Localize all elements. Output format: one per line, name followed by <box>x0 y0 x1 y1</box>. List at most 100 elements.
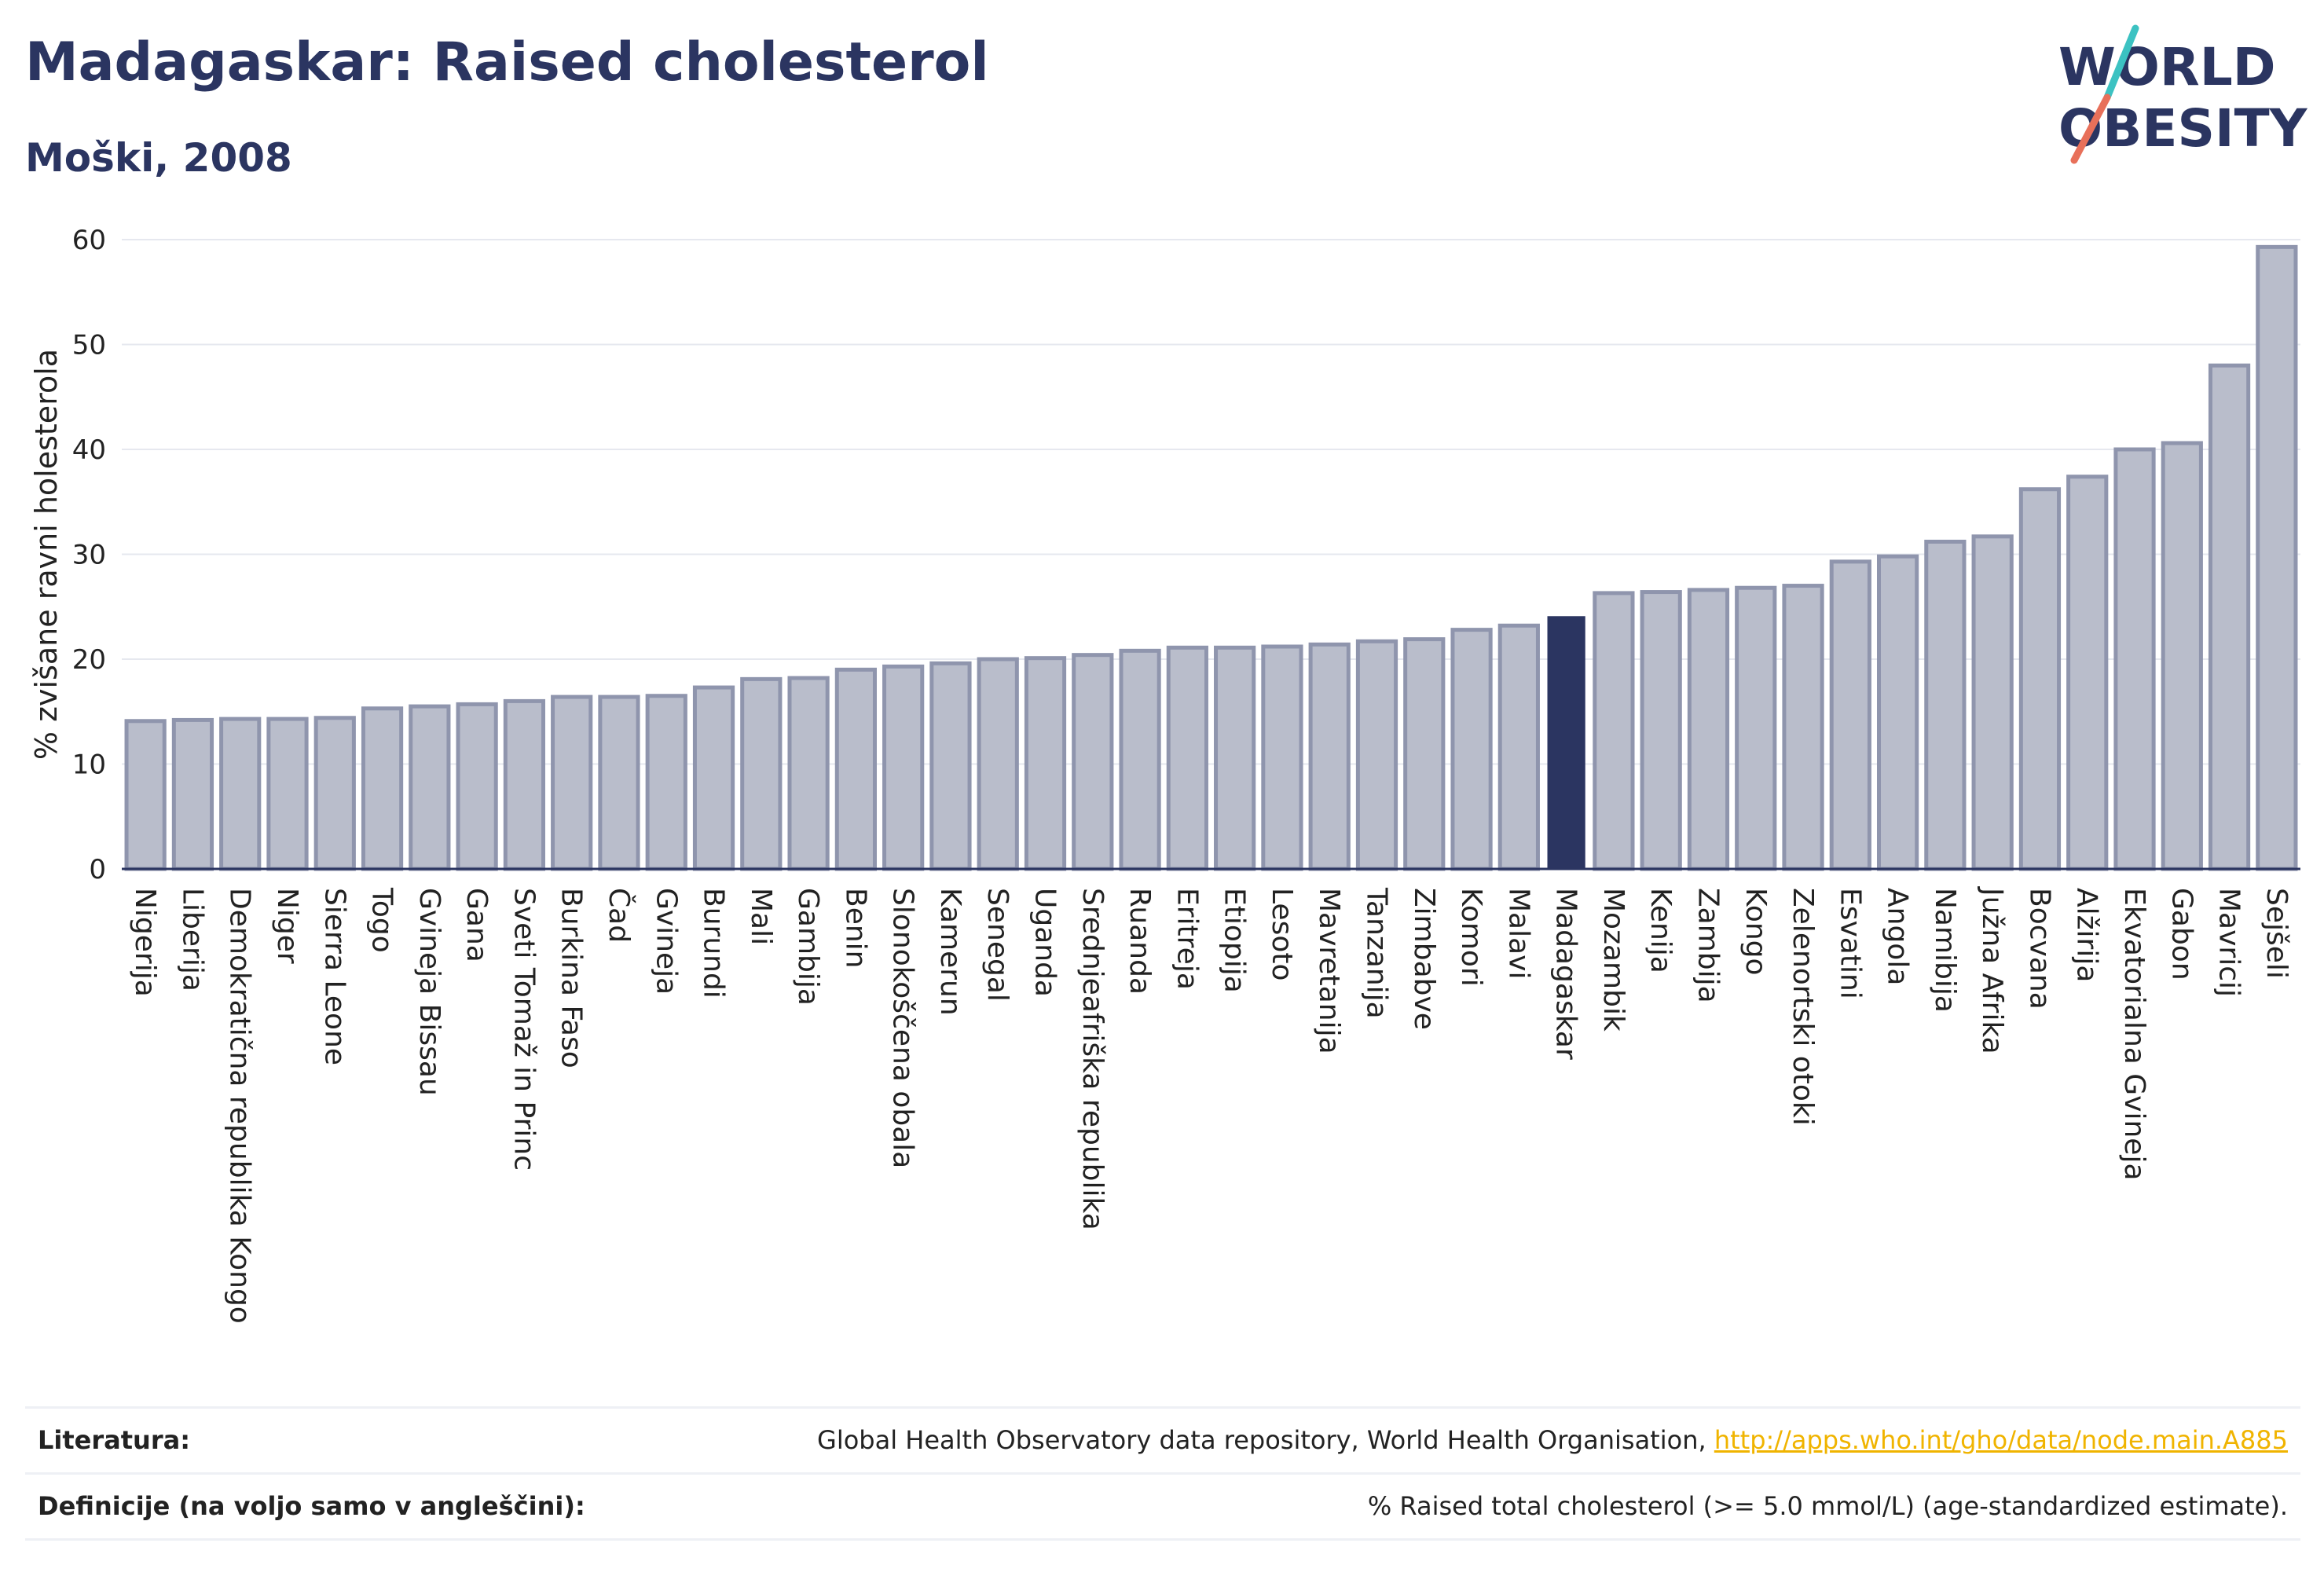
bar <box>1214 645 1256 871</box>
source-value: Global Health Observatory data repositor… <box>817 1425 2300 1455</box>
logo-slash-coral <box>2070 93 2111 164</box>
x-tick-label: Etiopija <box>1219 888 1251 993</box>
definition-text: % Raised total cholesterol (>= 5.0 mmol/… <box>1367 1491 2288 1521</box>
x-tick-label: Zambija <box>1692 888 1724 1003</box>
x-tick-label: Gvineja Bissau <box>413 888 445 1096</box>
bar <box>171 717 214 871</box>
bar <box>1450 628 1493 871</box>
y-tick-label: 50 <box>72 330 106 361</box>
x-tick-label: Kamerun <box>934 888 966 1016</box>
bar <box>361 706 404 871</box>
bar <box>882 664 925 871</box>
bar <box>1308 642 1351 871</box>
x-tick-label: Burkina Faso <box>555 888 588 1068</box>
bar <box>1593 591 1635 871</box>
bar <box>1735 585 1777 871</box>
bar <box>1924 539 1967 871</box>
bar <box>503 698 546 871</box>
footer-definition-row: Definicije (na voljo samo v angleščini):… <box>25 1472 2300 1538</box>
y-tick-label: 30 <box>72 540 106 571</box>
x-tick-label: Mavretanija <box>1313 888 1345 1054</box>
bar <box>1119 648 1161 871</box>
bar <box>977 657 1019 871</box>
bar <box>1687 588 1730 871</box>
x-tick-label: Gvineja <box>650 888 682 995</box>
x-tick-label: Benin <box>839 888 871 968</box>
bar <box>2113 447 2156 871</box>
x-tick-label: Južna Afrika <box>1976 886 2008 1054</box>
x-tick-label: Tanzanija <box>1360 887 1392 1019</box>
y-tick-label: 10 <box>72 750 106 781</box>
logo-line-1: WORLD <box>2058 37 2276 97</box>
x-tick-label: Angola <box>1882 888 1914 985</box>
bar <box>1166 645 1208 871</box>
bar <box>266 717 309 871</box>
bar <box>1971 534 2014 871</box>
x-tick-label: Gana <box>460 888 493 962</box>
page-title: Madagaskar: Raised cholesterol <box>25 31 989 93</box>
x-tick-label: Mavricij <box>2213 888 2245 997</box>
x-tick-label: Sejšeli <box>2260 888 2293 979</box>
x-tick-label: Mali <box>745 888 777 945</box>
x-tick-label: Sierra Leone <box>318 888 350 1065</box>
x-tick-label: Malavi <box>1502 888 1534 980</box>
y-axis-ticks: 0 10 20 30 40 50 60 <box>72 225 106 885</box>
bar <box>787 676 830 871</box>
bar <box>2208 363 2251 871</box>
bar <box>313 716 356 871</box>
x-tick-label: Slonokoščena obala <box>887 888 919 1168</box>
x-tick-label: Zimbabve <box>1408 888 1440 1030</box>
x-tick-label: Kenija <box>1644 888 1677 973</box>
x-tick-label: Ruanda <box>1124 888 1156 995</box>
bar <box>692 685 735 871</box>
x-tick-label: Srednjeafriška republika <box>1076 888 1109 1230</box>
bar <box>2161 441 2203 871</box>
bar <box>740 676 783 871</box>
x-tick-label: Demokratična republika Kongo <box>224 888 256 1324</box>
x-tick-label: Lesoto <box>1266 888 1298 981</box>
x-tick-label: Togo <box>366 887 398 953</box>
x-tick-label: Gabon <box>2165 888 2198 980</box>
x-tick-label: Madagaskar <box>1550 888 1582 1060</box>
x-tick-label: Bocvana <box>2023 888 2055 1010</box>
bar <box>1024 656 1067 871</box>
y-axis-label: % zvišane ravni holesterola <box>29 349 64 760</box>
source-link[interactable]: http://apps.who.int/gho/data/node.main.A… <box>1714 1425 2288 1455</box>
source-label: Literatura: <box>38 1425 190 1455</box>
bar <box>834 667 877 871</box>
y-tick-label: 0 <box>89 854 106 885</box>
bar <box>551 695 593 871</box>
x-tick-label: Namibija <box>1929 888 1961 1013</box>
bar <box>1403 637 1446 871</box>
bar <box>1072 653 1114 871</box>
x-tick-label: Čad <box>603 888 636 943</box>
x-tick-label: Nigerija <box>129 888 161 997</box>
footer-source-row: Literatura: Global Health Observatory da… <box>25 1406 2300 1472</box>
bar <box>2256 244 2298 871</box>
bar <box>219 717 262 871</box>
y-tick-label: 60 <box>72 225 106 256</box>
bar <box>645 694 687 871</box>
bar-chart: 0 10 20 30 40 50 60 Nigerija Liberija Demokratič… <box>29 225 2300 1324</box>
x-tick-label: Liberija <box>176 888 208 991</box>
world-obesity-logo: WORLD OBESITY <box>2058 24 2308 164</box>
bar-highlighted <box>1547 616 1585 869</box>
x-tick-label: Kongo <box>1739 888 1772 976</box>
y-tick-label: 40 <box>72 434 106 466</box>
y-tick-label: 20 <box>72 644 106 676</box>
bar <box>409 704 451 871</box>
bar <box>1829 559 1871 871</box>
bar <box>1640 590 1682 871</box>
footer-divider <box>25 1538 2300 1541</box>
x-tick-label: Sveti Tomaž in Princ <box>508 888 540 1171</box>
source-text: Global Health Observatory data repositor… <box>817 1425 1714 1455</box>
bar <box>1261 644 1303 871</box>
x-tick-label: Senegal <box>981 888 1014 1002</box>
bar <box>2018 487 2062 871</box>
bar <box>598 695 640 871</box>
x-tick-label: Zelenortski otoki <box>1787 888 1819 1126</box>
x-tick-label: Komori <box>1455 888 1487 987</box>
page-subtitle: Moški, 2008 <box>25 135 292 181</box>
bar <box>1782 584 1824 871</box>
bar <box>1355 639 1398 871</box>
